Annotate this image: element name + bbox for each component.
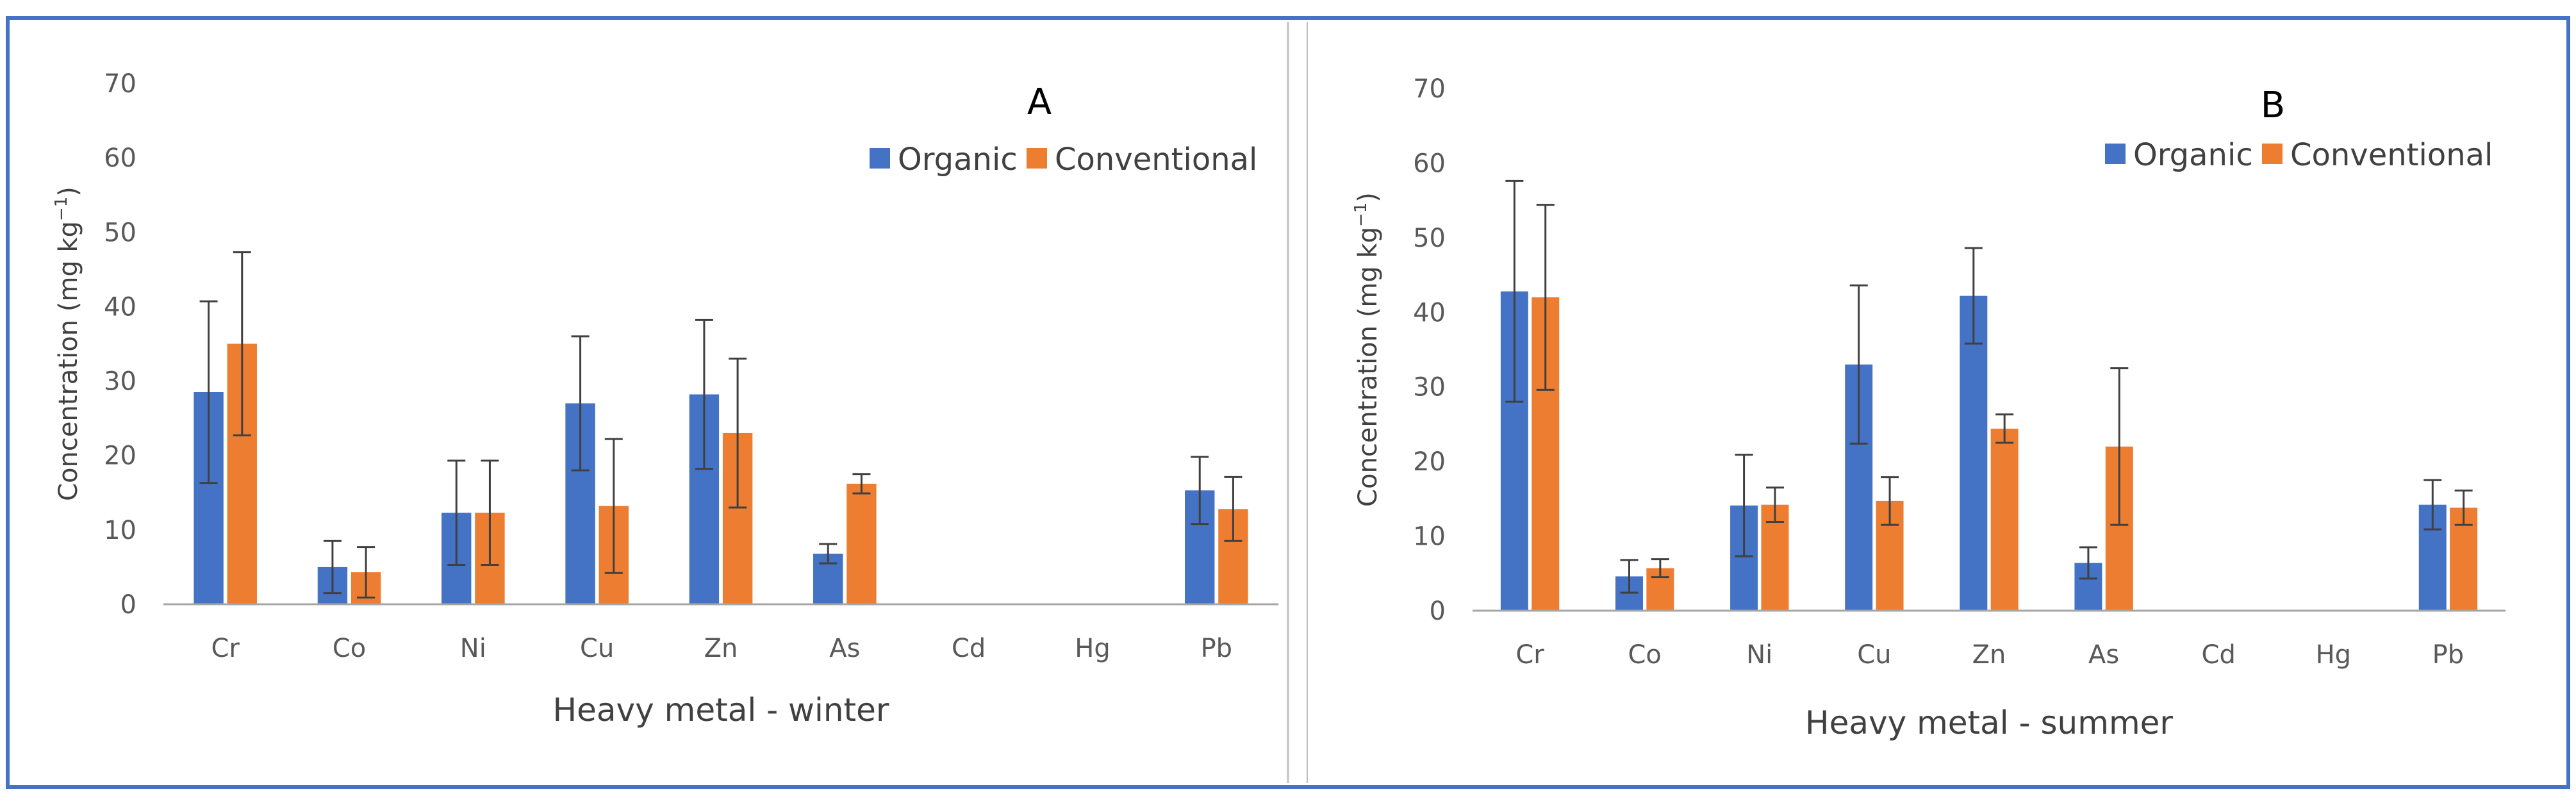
y-tick-label: 10 bbox=[104, 516, 136, 545]
error-bar-organic-ni bbox=[1735, 454, 1753, 557]
error-bar-conventional-cr bbox=[1536, 204, 1555, 391]
error-bar-conventional-zn bbox=[1995, 413, 2014, 444]
error-bar-organic-cr bbox=[199, 300, 218, 484]
legend-swatch-conventional bbox=[1027, 148, 1047, 169]
x-tick-label-as: As bbox=[2088, 640, 2119, 670]
error-bar-conventional-ni bbox=[481, 459, 499, 566]
error-bar-conventional-ni bbox=[1765, 486, 1784, 523]
legend-swatch-organic bbox=[870, 148, 890, 169]
legend-label-conventional: Conventional bbox=[1055, 142, 1257, 178]
bar-conventional-as bbox=[846, 483, 877, 604]
error-bars-layer bbox=[1505, 179, 2473, 594]
error-bar-organic-pb bbox=[1191, 456, 1209, 525]
error-bar-organic-cu bbox=[571, 335, 590, 472]
y-tick-label: 60 bbox=[104, 144, 136, 173]
y-tick-label: 0 bbox=[1430, 597, 1446, 626]
y-tick-label: 40 bbox=[1413, 298, 1446, 327]
legend-label-organic: Organic bbox=[2133, 137, 2253, 173]
x-tick-label-cu: Cu bbox=[580, 634, 614, 663]
error-bar-organic-co bbox=[323, 540, 342, 595]
error-bar-organic-pb bbox=[2423, 479, 2442, 531]
x-tick-label-as: As bbox=[829, 634, 860, 663]
error-bar-organic-cu bbox=[1849, 284, 1868, 445]
panel-label: A bbox=[1027, 81, 1052, 123]
error-bar-conventional-as bbox=[2110, 367, 2129, 526]
figure-frame bbox=[6, 16, 2570, 789]
error-bar-conventional-co bbox=[357, 546, 376, 599]
y-tick-label: 0 bbox=[120, 590, 136, 620]
x-tick-label-pb: Pb bbox=[2432, 640, 2465, 670]
x-tick-labels: Cr Co Ni Cu Zn As Cd Hg Pb bbox=[1515, 640, 2464, 670]
chart-panel-b: 0 10 20 30 40 50 60 70 Cr Co Ni Cu Zn As Cd Hg Pb Conce… bbox=[1351, 74, 2506, 741]
x-tick-label-cr: Cr bbox=[211, 634, 240, 663]
y-tick-label: 10 bbox=[1413, 522, 1446, 552]
bar-conventional-zn bbox=[1990, 428, 2019, 611]
y-tick-labels: 0 10 20 30 40 50 60 70 bbox=[104, 69, 136, 620]
x-tick-label-zn: Zn bbox=[1972, 640, 2006, 670]
legend-swatch-organic bbox=[2105, 144, 2126, 164]
legend-label-conventional: Conventional bbox=[2290, 137, 2493, 173]
error-bar-organic-cr bbox=[1505, 179, 1524, 403]
error-bar-organic-zn bbox=[1964, 247, 1983, 345]
x-tick-label-ni: Ni bbox=[460, 634, 486, 663]
legend: Organic Conventional bbox=[870, 142, 1257, 178]
x-tick-labels: Cr Co Ni Cu Zn As Cd Hg Pb bbox=[211, 634, 1232, 663]
x-tick-label-ni: Ni bbox=[1746, 640, 1772, 670]
error-bar-conventional-zn bbox=[729, 358, 747, 509]
x-tick-label-co: Co bbox=[333, 634, 366, 663]
x-tick-label-zn: Zn bbox=[704, 634, 738, 663]
error-bar-conventional-pb bbox=[1224, 475, 1243, 542]
x-tick-label-hg: Hg bbox=[1075, 634, 1110, 663]
y-tick-label: 60 bbox=[1413, 149, 1446, 178]
y-tick-label: 30 bbox=[1413, 373, 1446, 402]
error-bar-conventional-as bbox=[852, 473, 871, 495]
error-bar-organic-co bbox=[1620, 559, 1639, 594]
y-tick-label: 20 bbox=[1413, 447, 1446, 477]
y-axis-title: Concentration (mg kg−1) bbox=[52, 186, 83, 501]
error-bar-conventional-co bbox=[1651, 558, 1669, 579]
panel-label: B bbox=[2261, 85, 2285, 126]
error-bars-layer bbox=[199, 251, 1243, 599]
error-bar-conventional-cu bbox=[604, 438, 623, 574]
y-axis-title: Concentration (mg kg−1) bbox=[1351, 192, 1383, 507]
error-bar-organic-as bbox=[819, 543, 838, 565]
error-bar-conventional-cr bbox=[233, 251, 251, 436]
legend: Organic Conventional bbox=[2105, 137, 2493, 173]
legend-label-organic: Organic bbox=[898, 142, 1018, 178]
x-tick-label-cu: Cu bbox=[1857, 640, 1891, 670]
y-tick-label: 20 bbox=[104, 442, 136, 471]
x-axis-title: Heavy metal - winter bbox=[553, 691, 889, 729]
x-axis-title: Heavy metal - summer bbox=[1805, 704, 2173, 741]
bar-organic-zn bbox=[1960, 295, 1988, 611]
x-tick-label-cd: Cd bbox=[952, 634, 986, 663]
x-tick-label-cr: Cr bbox=[1515, 640, 1544, 670]
x-tick-label-co: Co bbox=[1628, 640, 1661, 670]
y-tick-label: 30 bbox=[104, 367, 136, 397]
y-tick-label: 70 bbox=[104, 69, 136, 99]
x-tick-label-pb: Pb bbox=[1201, 634, 1233, 663]
y-tick-label: 50 bbox=[1413, 224, 1446, 253]
x-tick-label-cd: Cd bbox=[2202, 640, 2236, 670]
error-bar-organic-ni bbox=[447, 459, 466, 566]
y-tick-labels: 0 10 20 30 40 50 60 70 bbox=[1413, 74, 1446, 626]
y-tick-label: 70 bbox=[1413, 74, 1446, 104]
error-bar-organic-as bbox=[2079, 546, 2097, 580]
y-tick-label: 40 bbox=[104, 292, 136, 322]
x-tick-label-hg: Hg bbox=[2316, 640, 2351, 670]
error-bar-organic-zn bbox=[695, 318, 713, 470]
error-bar-conventional-cu bbox=[1881, 476, 1899, 526]
error-bar-conventional-pb bbox=[2454, 490, 2473, 526]
chart-panel-a: 0 10 20 30 40 50 60 70 Cr Co Ni Cu Zn As Cd Hg Pb Conce… bbox=[52, 69, 1278, 729]
y-tick-label: 50 bbox=[104, 218, 136, 247]
legend-swatch-conventional bbox=[2262, 144, 2283, 164]
